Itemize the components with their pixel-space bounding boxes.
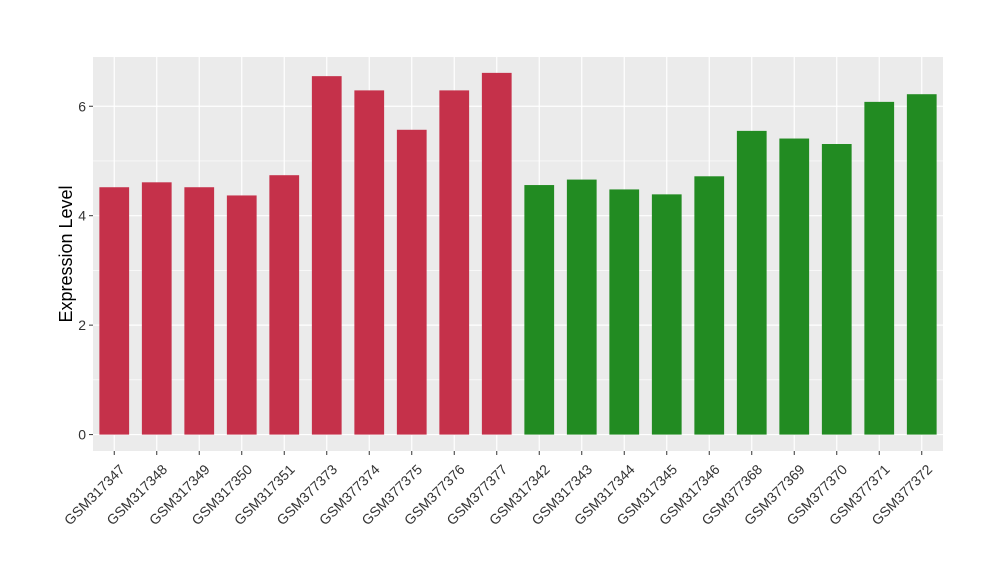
y-tick-label: 2 bbox=[78, 317, 86, 333]
bar-GSM377372 bbox=[906, 94, 937, 435]
bars bbox=[99, 72, 937, 435]
y-axis: 0 2 4 6 bbox=[78, 98, 93, 443]
bar-GSM377370 bbox=[821, 144, 852, 435]
bar-GSM377375 bbox=[396, 129, 427, 435]
x-axis: GSM317347GSM317348GSM317349GSM317350GSM3… bbox=[61, 451, 935, 528]
bar-GSM377373 bbox=[311, 76, 342, 435]
y-axis-title: Expression Level bbox=[56, 185, 76, 322]
bar-GSM377377 bbox=[481, 72, 512, 435]
bar-GSM317345 bbox=[651, 194, 682, 435]
bar-GSM317346 bbox=[694, 176, 725, 435]
bar-GSM377376 bbox=[439, 90, 470, 435]
bar-GSM377369 bbox=[779, 138, 810, 435]
bar-GSM317347 bbox=[99, 187, 130, 435]
bar-GSM317343 bbox=[566, 179, 597, 435]
bar-GSM377368 bbox=[736, 130, 767, 435]
bar-GSM317342 bbox=[524, 185, 555, 435]
bar-GSM317348 bbox=[141, 182, 172, 435]
bar-GSM317349 bbox=[184, 187, 215, 435]
bar-GSM377374 bbox=[354, 90, 385, 435]
bar-GSM317344 bbox=[609, 189, 640, 435]
y-tick-label: 4 bbox=[78, 208, 86, 224]
bar-GSM317350 bbox=[226, 195, 257, 435]
bar-GSM377371 bbox=[864, 101, 895, 435]
y-tick-label: 0 bbox=[78, 427, 86, 443]
plot-panel bbox=[93, 57, 943, 451]
y-tick-label: 6 bbox=[78, 98, 86, 114]
bar-GSM317351 bbox=[269, 175, 300, 435]
